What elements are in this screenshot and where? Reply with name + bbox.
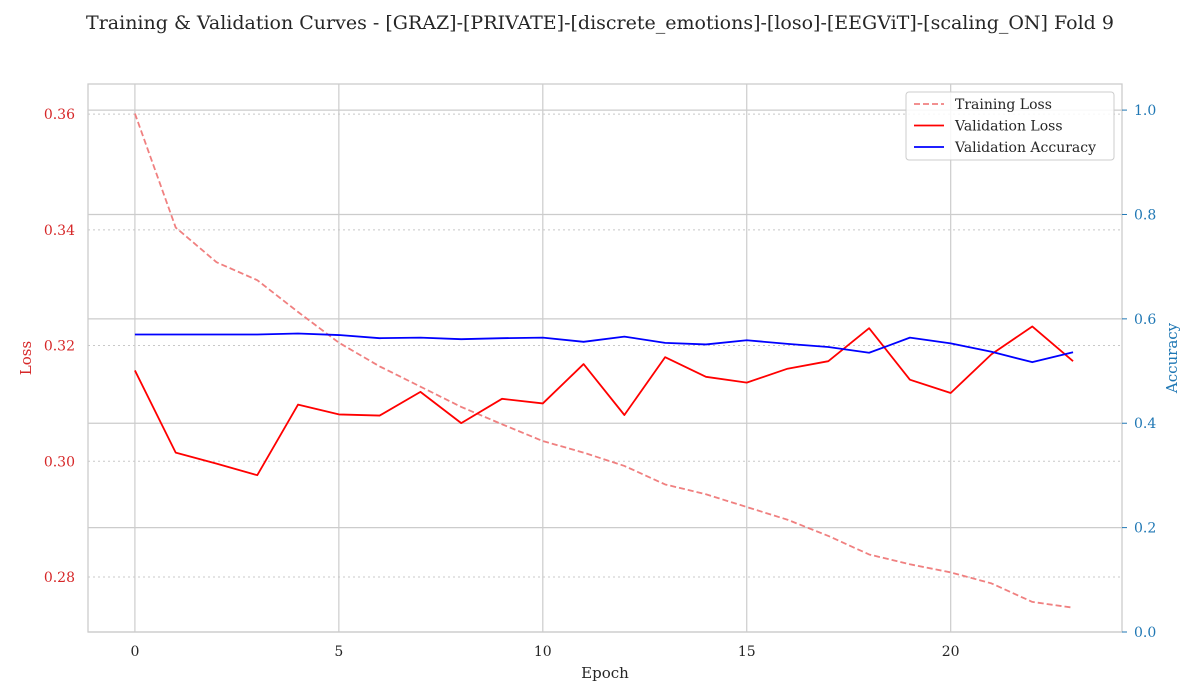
- series-layer: [134, 113, 1074, 609]
- x-tick-label: 15: [738, 644, 756, 660]
- plot-frame: [87, 83, 1123, 633]
- y-left-tick-label: 0.32: [44, 339, 75, 355]
- x-tick-label: 20: [942, 644, 960, 660]
- y-right-tick-label: 0.0: [1134, 625, 1156, 641]
- legend-label-validation-accuracy: Validation Accuracy: [954, 140, 1096, 156]
- series-line-validation-loss: [134, 325, 1074, 477]
- legend-entries: Training Loss Validation Loss Validation A…: [914, 97, 1096, 156]
- chart-title: Training & Validation Curves - [GRAZ]-[P…: [86, 12, 1114, 34]
- y-left-tick-label: 0.28: [44, 570, 75, 586]
- y-left-tick-label: 0.34: [44, 223, 75, 239]
- y-axis-right-label: Accuracy: [1163, 322, 1181, 394]
- y-right-tick-label: 0.8: [1134, 207, 1156, 223]
- y-left-tick-label: 0.36: [44, 107, 75, 123]
- legend-box: [905, 91, 1115, 161]
- x-axis-label: Epoch: [581, 664, 629, 682]
- y-right-tick-label: 0.6: [1134, 312, 1156, 328]
- grid-layer: [88, 84, 1122, 633]
- y-right-tick-label: 0.4: [1134, 416, 1156, 432]
- x-tick-label: 10: [534, 644, 552, 660]
- legend: Training Loss Validation Loss Validation A…: [905, 91, 1115, 161]
- x-tick-label: 5: [334, 644, 343, 660]
- x-tick-label: 0: [130, 644, 139, 660]
- y-right-tick-label: 1.0: [1134, 103, 1156, 119]
- legend-label-training-loss: Training Loss: [955, 97, 1052, 113]
- series-line-validation-accuracy: [134, 332, 1074, 364]
- tick-layer: 0 5 10 15 20 0.28 0.30 0.32 0.34 0.36 0.0 0.2 0.4 0.6…: [44, 103, 1157, 660]
- legend-label-validation-loss: Validation Loss: [954, 119, 1063, 135]
- y-right-tick-label: 0.2: [1134, 521, 1156, 537]
- series-line-training-loss: [134, 113, 1074, 609]
- y-left-tick-label: 0.30: [44, 454, 75, 470]
- y-axis-left-label: Loss: [17, 341, 35, 375]
